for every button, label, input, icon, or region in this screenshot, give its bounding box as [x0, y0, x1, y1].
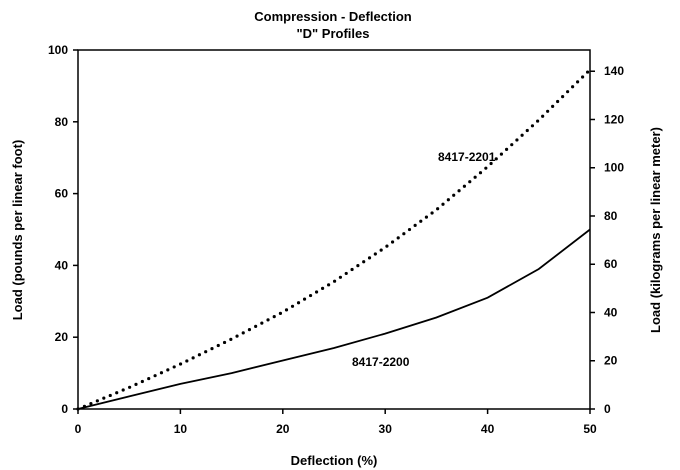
y2-axis-ticks: 0 20 40 60 80 100 120 140 — [590, 64, 624, 416]
y-tick-label: 40 — [55, 258, 69, 272]
y2-tick-label: 60 — [604, 257, 618, 271]
y2-tick-label: 40 — [604, 305, 618, 319]
y2-tick-label: 140 — [604, 64, 624, 78]
series-label-8417-2201: 8417-2201 — [438, 150, 496, 164]
x-axis-ticks: 0 10 20 30 40 50 — [75, 409, 597, 436]
y-tick-label: 20 — [55, 330, 69, 344]
series-line-8417-2200 — [77, 228, 591, 410]
y-tick-label: 80 — [55, 115, 69, 129]
y-tick-label: 60 — [55, 187, 69, 201]
plot-frame — [77, 49, 591, 410]
y2-tick-label: 20 — [604, 354, 618, 368]
x-tick-label: 50 — [583, 422, 597, 436]
x-tick-label: 20 — [276, 422, 290, 436]
y-axis-label: Load (pounds per linear foot) — [10, 140, 25, 321]
series-label-8417-2200: 8417-2200 — [352, 355, 410, 369]
y2-axis-label: Load (kilograms per linear meter) — [648, 127, 663, 333]
x-tick-label: 30 — [379, 422, 393, 436]
x-axis-label: Deflection (%) — [291, 453, 378, 468]
y-tick-label: 0 — [61, 402, 68, 416]
y-axis-ticks: 0 20 40 60 80 100 — [48, 43, 78, 416]
y2-tick-label: 120 — [604, 112, 624, 126]
series-lines — [76, 68, 592, 411]
series-line-8417-2201 — [76, 68, 592, 411]
x-tick-label: 40 — [481, 422, 495, 436]
chart-title: Compression - Deflection — [254, 9, 412, 24]
x-tick-label: 0 — [75, 422, 82, 436]
y-tick-label: 100 — [48, 43, 68, 57]
x-tick-label: 10 — [174, 422, 188, 436]
y2-tick-label: 80 — [604, 209, 618, 223]
y2-tick-label: 0 — [604, 402, 611, 416]
chart-subtitle: "D" Profiles — [296, 26, 369, 41]
y2-tick-label: 100 — [604, 161, 624, 175]
